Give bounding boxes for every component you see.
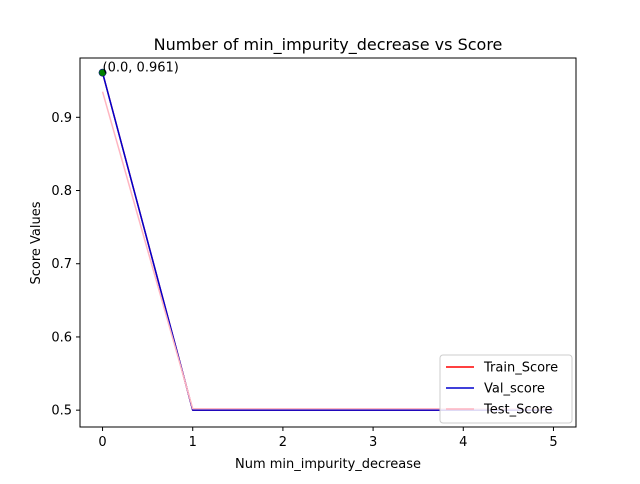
legend-label-val-score: Val_score xyxy=(484,382,545,397)
x-axis-label: Num min_impurity_decrease xyxy=(235,457,421,472)
x-tick-label: 5 xyxy=(549,435,557,450)
x-tick-label: 4 xyxy=(459,435,467,450)
highlight-point xyxy=(98,68,107,77)
x-tick-label: 3 xyxy=(369,435,377,450)
x-tick-label: 0 xyxy=(98,435,106,450)
highlight-annotation: (0.0, 0.961) xyxy=(103,61,179,76)
legend: Train_Score Val_score Test_Score xyxy=(439,354,573,424)
legend-label-train-score: Train_Score xyxy=(483,361,558,376)
y-tick-label: 0.7 xyxy=(51,257,72,272)
x-tick-label: 1 xyxy=(189,435,197,450)
legend-box xyxy=(439,354,573,424)
y-tick-label: 0.5 xyxy=(51,404,72,419)
x-tick-label: 2 xyxy=(279,435,287,450)
y-tick-label: 0.6 xyxy=(51,330,72,345)
axes-frame xyxy=(79,57,577,428)
y-tick-label: 0.9 xyxy=(51,111,72,126)
y-tick-label: 0.8 xyxy=(51,184,72,199)
y-axis-label: Score Values xyxy=(29,201,44,284)
legend-label-test-score: Test_Score xyxy=(483,403,553,418)
chart-title: Number of min_impurity_decrease vs Score xyxy=(154,35,503,55)
